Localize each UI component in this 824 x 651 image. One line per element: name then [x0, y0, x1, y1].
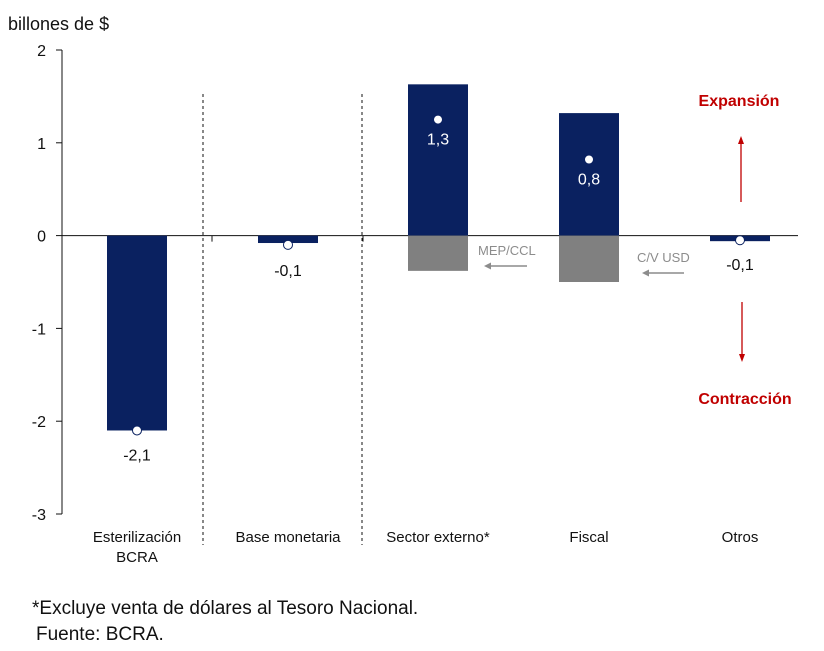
y-tick-label: 1	[37, 136, 46, 153]
left-arrow-head	[484, 262, 491, 270]
expansion-label: Expansión	[699, 93, 780, 110]
left-arrow-head	[642, 269, 649, 277]
net-point	[132, 425, 142, 436]
y-tick-label: -2	[32, 414, 46, 431]
cv-usd-label: C/V USD	[637, 250, 690, 265]
bar-secondary	[559, 235, 619, 282]
data-label: -2,1	[123, 447, 151, 464]
bars	[107, 84, 770, 431]
data-label: 0,8	[578, 172, 600, 189]
x-category-label: Otros	[722, 529, 759, 546]
bar-secondary	[408, 235, 468, 271]
x-category-label: Esterilización	[93, 529, 181, 546]
net-point	[283, 239, 293, 250]
x-category-label: Sector externo*	[386, 529, 490, 546]
net-point	[433, 114, 443, 125]
net-points	[132, 114, 745, 436]
x-category-label: Fiscal	[569, 529, 608, 546]
category-separators	[202, 94, 363, 545]
bar	[107, 235, 167, 431]
net-point	[735, 235, 745, 246]
mep-ccl-label: MEP/CCL	[478, 243, 536, 258]
x-category-label: Base monetaria	[235, 529, 341, 546]
annotations: MEP/CCL C/V USD Expansión Contracción	[478, 93, 792, 408]
data-label: 1,3	[427, 132, 449, 149]
y-tick-label: -3	[32, 507, 46, 524]
footnote: *Excluye venta de dólares al Tesoro Naci…	[32, 598, 419, 619]
bar	[408, 84, 468, 236]
data-label: -0,1	[726, 257, 754, 274]
bar-chart: billones de $ 2 1 0 -1 -2 -3 Esterilización BCRA…	[8, 14, 798, 566]
source-note: Fuente: BCRA.	[36, 624, 164, 645]
data-labels: -2,1 -0,1 1,3 0,8 -0,1	[123, 132, 754, 465]
up-arrow-head	[738, 136, 744, 144]
y-tick-label: 0	[37, 229, 46, 246]
y-axis-label: billones de $	[8, 14, 109, 34]
down-arrow-head	[739, 354, 745, 362]
bar	[258, 235, 318, 244]
y-tick-label: -1	[32, 321, 46, 338]
data-label: -0,1	[274, 263, 302, 280]
chart-notes: *Excluye venta de dólares al Tesoro Naci…	[32, 596, 418, 648]
net-point	[584, 154, 594, 165]
y-tick-label: 2	[37, 43, 46, 60]
bar	[559, 113, 619, 236]
x-category-label: BCRA	[116, 549, 158, 566]
contraction-label: Contracción	[698, 391, 791, 408]
axes: billones de $ 2 1 0 -1 -2 -3 Esterilización BCRA…	[8, 14, 798, 566]
